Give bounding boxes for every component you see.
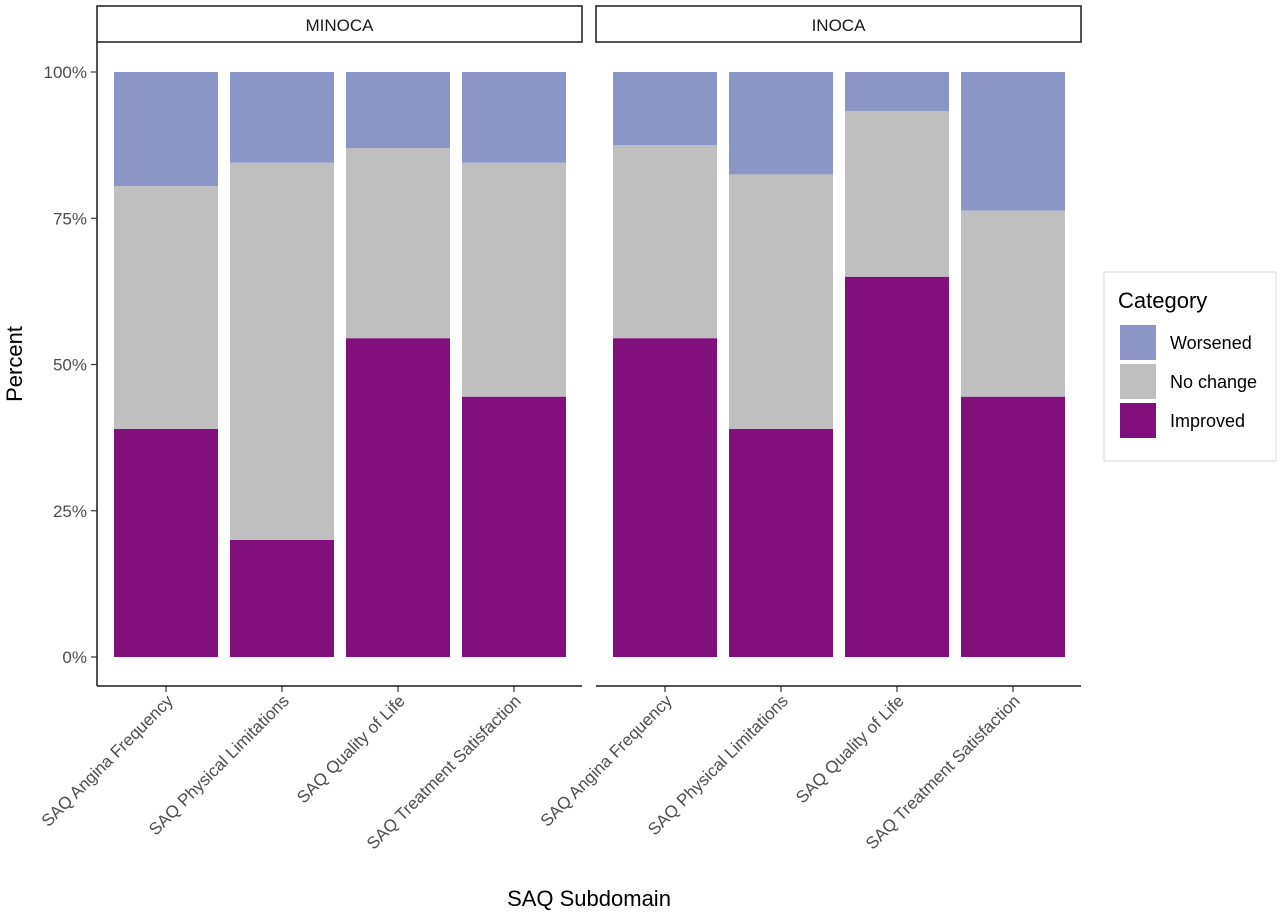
bar-no-change xyxy=(845,111,949,277)
bar-worsened xyxy=(114,72,218,187)
bar-no-change xyxy=(961,210,1065,397)
bar-no-change xyxy=(613,145,717,339)
y-axis-title: Percent xyxy=(2,326,27,402)
bar-improved xyxy=(729,428,833,657)
bar-improved xyxy=(613,338,717,657)
x-tick-label: SAQ Angina Frequency xyxy=(537,691,676,830)
legend-key-worsened xyxy=(1120,325,1156,360)
bar-improved xyxy=(230,540,334,657)
x-tick-label: SAQ Quality of Life xyxy=(293,691,409,807)
y-axis: 0% 25% 50% 75% 100% xyxy=(44,42,98,686)
legend-key-no-change xyxy=(1120,364,1156,399)
bar-worsened xyxy=(845,72,949,112)
legend-entries: Worsened No change Improved xyxy=(1120,325,1257,438)
strip-box xyxy=(96,5,583,43)
bar-worsened xyxy=(613,72,717,146)
legend-label-improved: Improved xyxy=(1170,411,1245,431)
bar-no-change xyxy=(346,148,450,339)
bar-improved xyxy=(114,428,218,657)
legend-title: Category xyxy=(1118,288,1207,313)
legend-label-worsened: Worsened xyxy=(1170,333,1252,353)
bar-worsened xyxy=(230,72,334,163)
x-tick-label: SAQ Angina Frequency xyxy=(38,691,177,830)
bar-no-change xyxy=(729,174,833,429)
legend-label-no-change: No change xyxy=(1170,372,1257,392)
bar-no-change xyxy=(462,162,566,397)
strip-label: MINOCA xyxy=(306,16,375,35)
bar-worsened xyxy=(346,72,450,149)
legend: Category Worsened No change Improved xyxy=(1103,271,1277,462)
y-tick-label: 100% xyxy=(44,63,87,82)
y-tick-label: 75% xyxy=(53,209,87,228)
bar-improved xyxy=(961,396,1065,657)
bar-worsened xyxy=(462,72,566,163)
bar-no-change xyxy=(114,186,218,429)
bar-worsened xyxy=(961,72,1065,211)
x-axis-title: SAQ Subdomain xyxy=(507,886,671,911)
bar-improved xyxy=(462,396,566,657)
y-tick-label: 50% xyxy=(53,356,87,375)
y-tick-label: 25% xyxy=(53,502,87,521)
bar-worsened xyxy=(729,72,833,175)
strip-box xyxy=(595,5,1082,43)
strip-label: INOCA xyxy=(812,16,867,35)
bar-improved xyxy=(346,338,450,657)
legend-key-improved xyxy=(1120,403,1156,438)
bar-no-change xyxy=(230,162,334,541)
x-tick-label: SAQ Quality of Life xyxy=(792,691,908,807)
bar-improved xyxy=(845,276,949,657)
y-tick-label: 0% xyxy=(62,648,87,667)
